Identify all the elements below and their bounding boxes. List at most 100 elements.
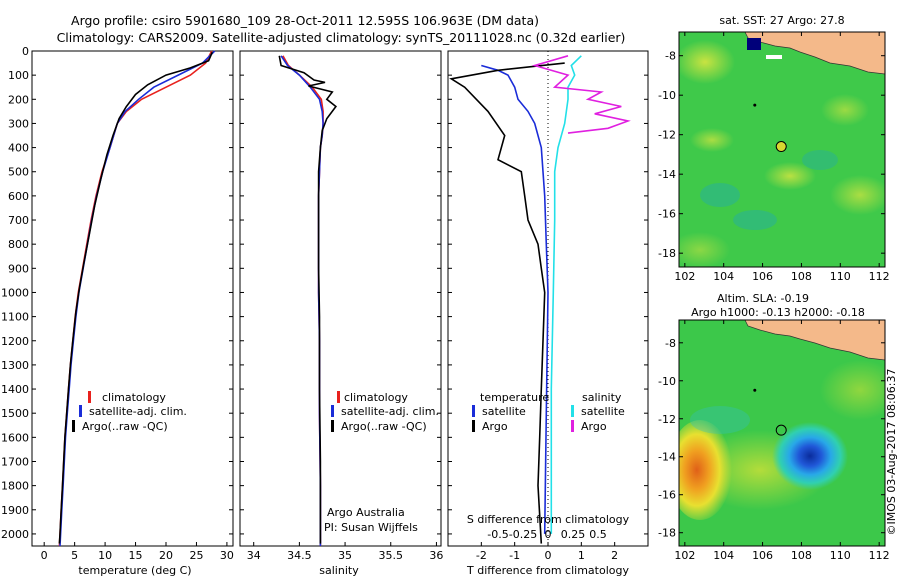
legend-swatch-satellite — [331, 405, 334, 417]
y-tick-label: 300 — [8, 117, 29, 130]
y-tick-label: 2000 — [1, 528, 29, 541]
temperature-xlabel: temperature (deg C) — [78, 564, 191, 577]
legend-swatch-s-argo — [571, 420, 574, 432]
legend-label-climatology: climatology — [102, 391, 166, 404]
legend-label-t-satellite: satellite — [482, 405, 526, 418]
series-line-satellite — [481, 64, 549, 534]
legend-swatch-t-argo — [472, 420, 475, 432]
sla-map-title: Altim. SLA: -0.19 — [717, 292, 809, 305]
legend-label-t-argo: Argo — [482, 420, 508, 433]
cold-anomaly — [772, 422, 848, 490]
temperature-plot-frame — [31, 50, 234, 547]
annotation-argo-australia: Argo Australia — [327, 506, 405, 519]
previous-position-marker — [753, 388, 757, 392]
y-tick-label: 0 — [22, 45, 29, 58]
map-y-tick-label: -12 — [658, 413, 676, 426]
map-y-tick-label: -14 — [658, 451, 676, 464]
legend-header-salinity: salinity — [582, 391, 622, 404]
legend-label-argo: Argo(..raw -QC) — [341, 420, 427, 433]
map-y-tick-label: -8 — [665, 50, 676, 63]
map-x-tick-label: 106 — [752, 270, 773, 283]
y-tick-label: 600 — [8, 190, 29, 203]
sla-map-frame — [678, 319, 886, 547]
previous-position-marker — [753, 103, 757, 107]
map-y-tick-label: -16 — [658, 489, 676, 502]
x-tick-label: 0 — [545, 549, 552, 562]
s-tick-label: 0.5 — [589, 528, 607, 541]
map-x-tick-label: 110 — [830, 549, 851, 562]
y-tick-label: 1800 — [1, 480, 29, 493]
legend-label-climatology: climatology — [344, 391, 408, 404]
s-tick-label: 0.25 — [561, 528, 586, 541]
legend-swatch-s-satellite — [571, 405, 574, 417]
y-tick-label: 800 — [8, 238, 29, 251]
y-tick-label: 400 — [8, 142, 29, 155]
series-line-satellite — [550, 55, 582, 534]
x-tick-label: 36 — [429, 549, 443, 562]
legend-swatch-t-satellite — [472, 405, 475, 417]
x-tick-label: 10 — [98, 549, 112, 562]
series-line-argo — [449, 62, 565, 544]
cold-pixel-patch — [747, 38, 761, 50]
legend-header-temperature: temperature — [480, 391, 549, 404]
map-x-tick-label: 110 — [830, 270, 851, 283]
map-x-tick-label: 108 — [791, 270, 812, 283]
y-tick-label: 100 — [8, 69, 29, 82]
t-difference-xlabel: T difference from climatology — [466, 564, 629, 577]
y-tick-label: 1000 — [1, 286, 29, 299]
argo-position-marker — [775, 141, 787, 153]
y-tick-label: 1600 — [1, 431, 29, 444]
s-tick-label: -0.5 — [487, 528, 508, 541]
map-x-tick-label: 104 — [713, 549, 734, 562]
salinity-panel: 34 34.5 35 35.5 36 climatology satellite-adj… — [239, 50, 443, 577]
annotation-pi: PI: Susan Wijffels — [324, 521, 418, 534]
legend-label-argo: Argo(..raw -QC) — [82, 420, 168, 433]
x-tick-label: 35.5 — [379, 549, 404, 562]
sst-map: sat. SST: 27 Argo: 27.8 102 104 106 108 110 1… — [658, 14, 890, 283]
legend-swatch-satellite — [79, 405, 82, 417]
y-tick-label: 1500 — [1, 407, 29, 420]
y-tick-label: 1300 — [1, 359, 29, 372]
header-line2: Climatology: CARS2009. Satellite-adjuste… — [57, 30, 626, 45]
java-landmass — [744, 320, 885, 361]
x-tick-label: 0 — [41, 549, 48, 562]
x-tick-label: 34 — [247, 549, 261, 562]
x-tick-label: 30 — [220, 549, 234, 562]
map-y-tick-label: -18 — [658, 527, 676, 540]
series-line-argo-raw-qc — [278, 55, 338, 544]
x-tick-label: 5 — [71, 549, 78, 562]
map-x-tick-label: 112 — [869, 270, 890, 283]
x-tick-label: 34.5 — [287, 549, 312, 562]
x-tick-label: -2 — [476, 549, 487, 562]
legend-swatch-argo — [331, 420, 334, 432]
warm-anomaly — [679, 420, 732, 520]
map-x-tick-label: 112 — [869, 549, 890, 562]
x-tick-label: 20 — [159, 549, 173, 562]
y-tick-label: 700 — [8, 214, 29, 227]
map-y-tick-label: -8 — [665, 337, 676, 350]
map-x-tick-label: 104 — [713, 270, 734, 283]
x-tick-label: 15 — [129, 549, 143, 562]
map-x-tick-label: 108 — [791, 549, 812, 562]
x-tick-label: 25 — [189, 549, 203, 562]
salinity-xlabel: salinity — [319, 564, 359, 577]
x-tick-label: 1 — [578, 549, 585, 562]
y-tick-label: 1200 — [1, 335, 29, 348]
map-y-tick-label: -16 — [658, 208, 676, 221]
series-line-argo — [531, 55, 631, 134]
legend-label-s-argo: Argo — [581, 420, 607, 433]
temperature-panel: 0 5 10 15 20 25 300100200300400500600700800900… — [1, 45, 234, 577]
legend-label-satellite: satellite-adj. clim. — [89, 405, 187, 418]
map-y-tick-label: -12 — [658, 129, 676, 142]
legend-label-s-satellite: satellite — [581, 405, 625, 418]
x-tick-label: 35 — [338, 549, 352, 562]
y-tick-label: 1900 — [1, 504, 29, 517]
s-tick-label: 0 — [545, 528, 552, 541]
legend-label-satellite: satellite-adj. clim. — [341, 405, 439, 418]
salinity-legend: climatology satellite-adj. clim. Argo(..… — [331, 391, 439, 433]
y-tick-label: 900 — [8, 262, 29, 275]
sst-map-title: sat. SST: 27 Argo: 27.8 — [719, 14, 844, 27]
y-tick-label: 1400 — [1, 383, 29, 396]
series-line-argo-raw-qc — [58, 51, 214, 544]
